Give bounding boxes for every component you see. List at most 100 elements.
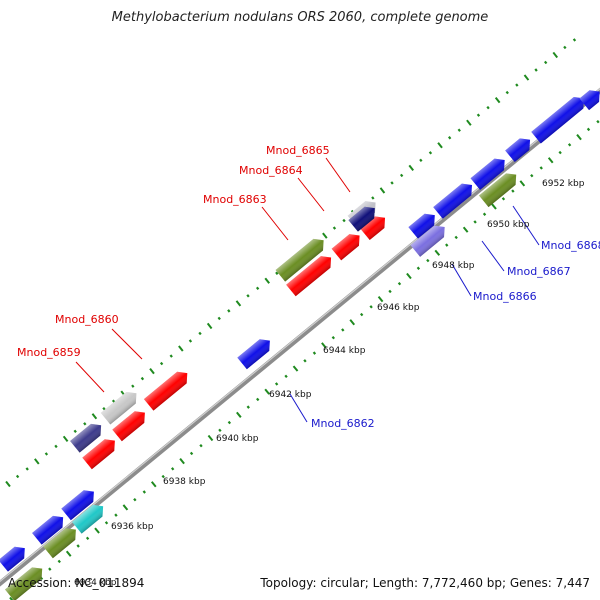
minor-tick xyxy=(111,399,116,403)
gene-arrow-shading xyxy=(100,391,137,425)
callout-line xyxy=(451,263,472,297)
gene-arrow[interactable] xyxy=(100,388,141,425)
gene-arrow-shading xyxy=(275,238,324,282)
minor-tick xyxy=(104,521,109,525)
gene-arrow[interactable] xyxy=(82,435,119,470)
scale-label: 6936 kbp xyxy=(111,522,154,532)
gene-arrow[interactable] xyxy=(410,221,450,257)
major-tick xyxy=(519,180,526,187)
gene-arrow-shading xyxy=(61,490,94,521)
minor-tick xyxy=(501,197,506,201)
minor-tick xyxy=(189,451,194,456)
major-tick xyxy=(322,232,328,239)
gene-arrow-shading xyxy=(5,567,43,600)
major-tick xyxy=(179,458,185,465)
major-tick xyxy=(91,413,98,420)
minor-tick xyxy=(159,361,164,366)
gene-label-mnod-6862[interactable]: Mnod_6862 xyxy=(311,417,375,430)
gene-arrow[interactable] xyxy=(470,154,510,190)
minor-tick xyxy=(360,312,364,317)
gene-arrow[interactable] xyxy=(408,209,439,239)
major-tick xyxy=(122,504,129,511)
gene-label-mnod-6866[interactable]: Mnod_6866 xyxy=(473,290,537,303)
gene-arrow[interactable] xyxy=(143,367,192,411)
gene-arrow-shading xyxy=(470,158,505,190)
minor-tick xyxy=(303,359,307,363)
minor-tick xyxy=(447,136,452,140)
gene-features[interactable] xyxy=(0,86,600,600)
gene-arrow-shading xyxy=(408,213,435,239)
gene-arrow[interactable] xyxy=(112,407,149,442)
gene-arrow[interactable] xyxy=(5,563,47,600)
gene-arrow-shading xyxy=(531,96,584,144)
minor-tick xyxy=(218,428,222,432)
gene-arrow[interactable] xyxy=(61,486,98,521)
minor-tick xyxy=(558,150,562,155)
gene-arrow-shading xyxy=(72,504,104,534)
gene-labels: Mnod_6859 Mnod_6860 Mnod_6862 Mnod_6863 … xyxy=(17,144,600,430)
gene-arrow[interactable] xyxy=(579,86,600,111)
minor-tick xyxy=(48,567,52,571)
minor-tick xyxy=(399,173,404,178)
gene-arrow-shading xyxy=(112,411,145,442)
minor-tick xyxy=(161,474,165,479)
gene-arrow[interactable] xyxy=(43,524,80,559)
gene-arrow[interactable] xyxy=(286,252,336,297)
gene-arrow[interactable] xyxy=(505,134,535,163)
gene-arrow-shading xyxy=(579,90,600,111)
gene-label-mnod-6864[interactable]: Mnod_6864 xyxy=(239,164,303,177)
gene-label-mnod-6860[interactable]: Mnod_6860 xyxy=(55,313,119,326)
gene-arrow[interactable] xyxy=(275,234,329,282)
gene-arrow[interactable] xyxy=(360,212,390,241)
minor-tick xyxy=(341,328,345,332)
minor-tick xyxy=(44,452,49,456)
callout-line xyxy=(325,157,351,193)
minor-tick xyxy=(342,218,346,223)
minor-tick xyxy=(445,243,449,247)
minor-tick xyxy=(170,467,175,471)
minor-tick xyxy=(486,105,490,110)
gene-arrow-shading xyxy=(331,234,360,261)
minor-tick xyxy=(416,266,421,270)
minor-tick xyxy=(515,83,519,87)
minor-tick xyxy=(274,382,279,386)
gene-label-mnod-6863[interactable]: Mnod_6863 xyxy=(203,193,267,206)
gene-arrow[interactable] xyxy=(433,179,477,219)
gene-arrow-shading xyxy=(70,423,102,453)
minor-tick xyxy=(397,281,402,286)
gene-label-mnod-6868[interactable]: Mnod_6868 xyxy=(541,239,600,252)
minor-tick xyxy=(457,128,461,132)
gene-arrow[interactable] xyxy=(70,419,106,453)
gene-arrow[interactable] xyxy=(72,500,108,534)
minor-tick xyxy=(142,490,146,494)
major-tick xyxy=(207,434,214,442)
minor-tick xyxy=(133,498,137,502)
gene-label-mnod-6865[interactable]: Mnod_6865 xyxy=(266,144,330,157)
gene-label-mnod-6859[interactable]: Mnod_6859 xyxy=(17,346,81,359)
minor-tick xyxy=(114,513,118,517)
minor-tick xyxy=(473,220,477,224)
gene-arrow[interactable] xyxy=(0,542,30,572)
gene-label-mnod-6867[interactable]: Mnod_6867 xyxy=(507,265,571,278)
major-tick xyxy=(264,277,270,284)
minor-tick xyxy=(332,226,337,230)
gene-arrow[interactable] xyxy=(32,511,68,545)
inner-tick-track xyxy=(9,119,600,600)
major-tick xyxy=(377,296,384,303)
gene-arrow[interactable] xyxy=(331,230,365,261)
gene-arrow[interactable] xyxy=(348,202,379,232)
minor-tick xyxy=(255,286,260,290)
major-tick xyxy=(236,411,242,418)
minor-tick xyxy=(586,127,591,132)
major-tick xyxy=(321,342,327,349)
minor-tick xyxy=(369,305,373,309)
gene-arrow[interactable] xyxy=(237,335,274,370)
minor-tick xyxy=(57,559,61,564)
callout-line xyxy=(289,393,308,423)
minor-tick xyxy=(539,166,543,170)
gene-arrow[interactable] xyxy=(479,169,521,208)
gene-arrow[interactable] xyxy=(531,93,588,144)
gene-arrow-shading xyxy=(433,183,473,219)
scale-label: 6952 kbp xyxy=(542,179,585,189)
